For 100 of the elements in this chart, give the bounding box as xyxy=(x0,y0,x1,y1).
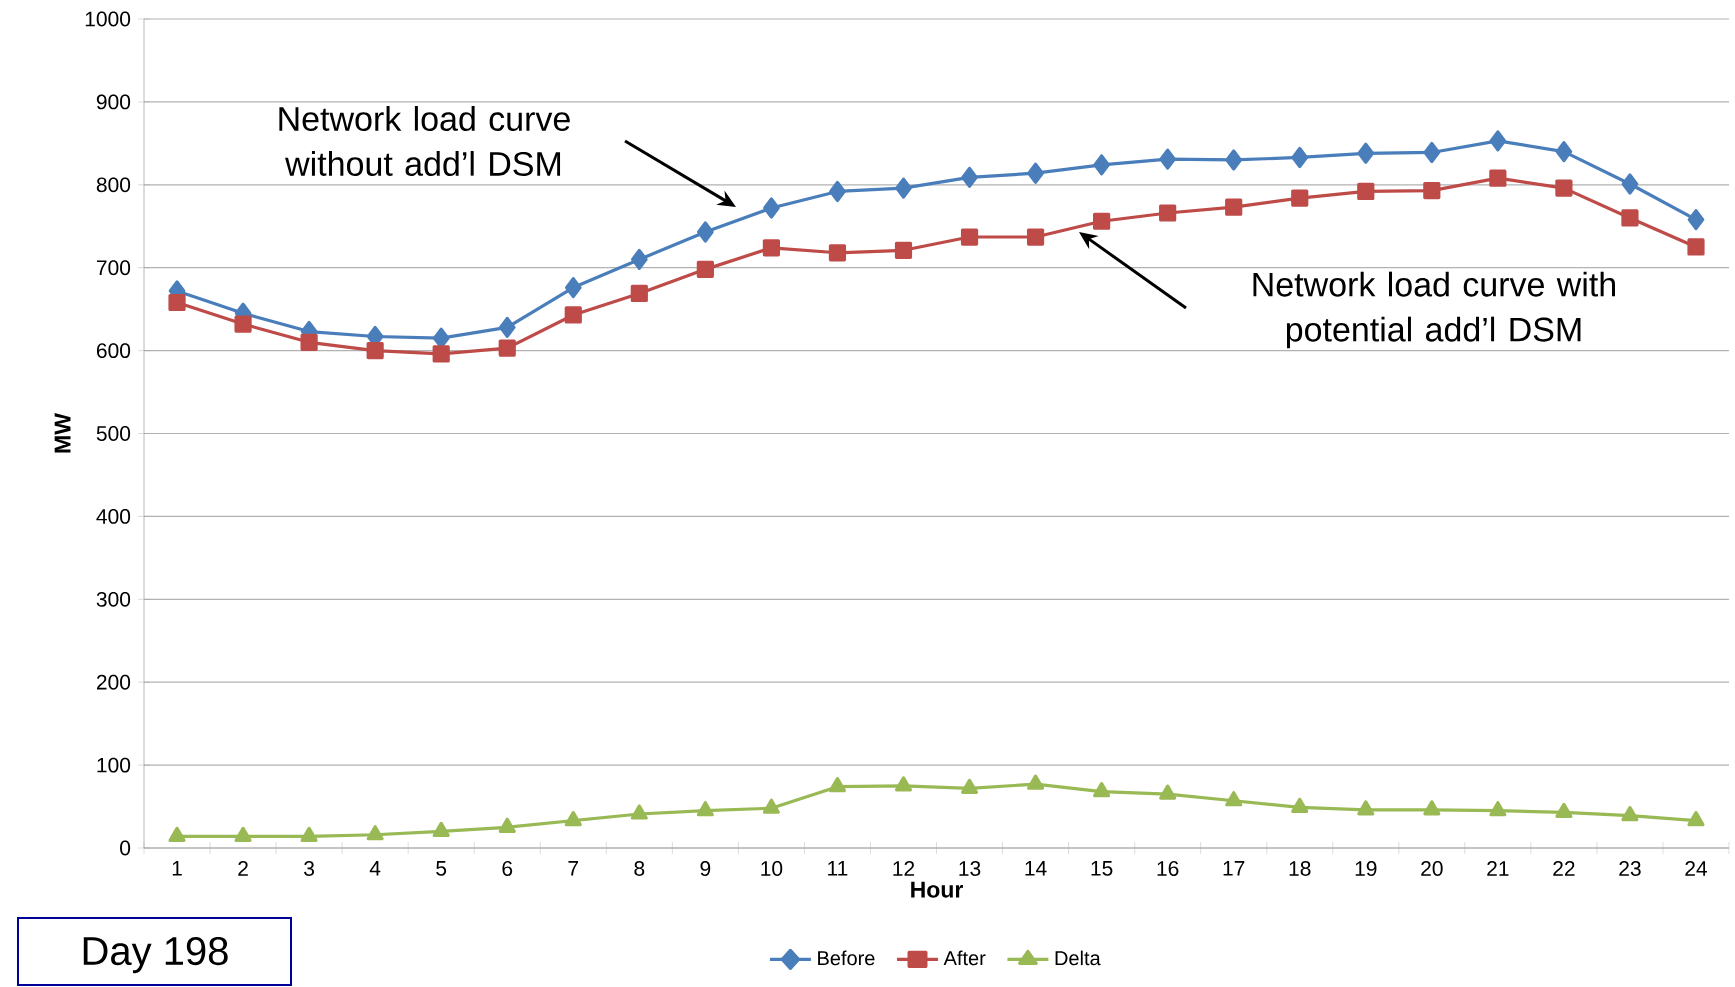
point xyxy=(1687,811,1705,827)
x-tick-label: 14 xyxy=(1025,861,1047,876)
point xyxy=(1225,198,1243,216)
x-tick-label: 1 xyxy=(172,861,182,876)
point xyxy=(894,776,913,792)
point xyxy=(300,826,318,842)
point xyxy=(1159,784,1177,800)
y-tick-label: 600 xyxy=(96,343,131,359)
point xyxy=(300,333,318,351)
x-tick-label: 12 xyxy=(893,861,915,876)
x-tick-label: 2 xyxy=(238,861,248,876)
y-tick-label: 300 xyxy=(96,591,131,607)
point xyxy=(1027,774,1045,790)
point xyxy=(961,778,979,794)
point xyxy=(432,821,450,838)
point xyxy=(498,316,516,338)
x-tick-label: 5 xyxy=(436,861,447,876)
y-tick-label: 800 xyxy=(96,177,131,193)
point xyxy=(1555,802,1573,818)
y-tick-label: 0 xyxy=(120,840,131,856)
point xyxy=(894,241,913,259)
x-tick-label: 15 xyxy=(1091,861,1113,876)
x-tick-label: 20 xyxy=(1421,861,1443,876)
y-tick-label: 100 xyxy=(97,757,131,773)
x-tick-label: 8 xyxy=(634,861,645,876)
y-tick-label: 200 xyxy=(96,674,131,690)
point xyxy=(1621,806,1639,822)
point xyxy=(366,825,384,841)
x-tick-label: 21 xyxy=(1487,861,1509,876)
point xyxy=(1423,800,1441,816)
point xyxy=(762,798,780,814)
x-tick-label: 3 xyxy=(304,861,315,876)
x-tick-label: 23 xyxy=(1619,861,1641,876)
point xyxy=(1621,209,1639,227)
point xyxy=(1225,149,1243,171)
point xyxy=(432,345,450,363)
point xyxy=(1489,801,1507,817)
point xyxy=(1291,189,1309,207)
y-tick-label: 400 xyxy=(96,508,131,524)
point xyxy=(1423,182,1441,200)
point xyxy=(630,804,648,820)
point xyxy=(762,239,780,257)
x-tick-label: 24 xyxy=(1685,861,1708,876)
point xyxy=(696,801,714,817)
point xyxy=(1026,228,1045,246)
point xyxy=(1621,173,1639,195)
point xyxy=(1225,791,1243,807)
point xyxy=(1093,154,1110,176)
text: Day 198 xyxy=(83,936,228,974)
point xyxy=(630,248,648,271)
point xyxy=(1357,142,1375,164)
point xyxy=(960,228,979,246)
point xyxy=(1027,162,1044,184)
y-tick-label: 500 xyxy=(96,426,131,441)
point xyxy=(234,826,252,842)
x-tick-label: 6 xyxy=(502,861,513,876)
point xyxy=(366,342,384,360)
point xyxy=(564,306,582,324)
point xyxy=(630,284,648,302)
point xyxy=(1489,130,1507,152)
point xyxy=(168,826,186,842)
point xyxy=(564,811,582,827)
point xyxy=(1093,782,1111,798)
x-tick-label: 7 xyxy=(568,861,579,876)
point xyxy=(564,276,582,299)
x-tick-label: 22 xyxy=(1553,861,1575,876)
point xyxy=(498,339,516,357)
point xyxy=(1687,209,1705,231)
point xyxy=(1687,238,1705,256)
point xyxy=(895,177,912,199)
x-tick-label: 10 xyxy=(761,861,783,876)
point xyxy=(1489,169,1507,187)
x-tick-label: 11 xyxy=(828,861,848,876)
point xyxy=(696,260,714,278)
legend-label: After xyxy=(943,950,986,966)
legend-label: Before xyxy=(818,950,875,966)
point xyxy=(1423,141,1441,164)
y-tick-label: 700 xyxy=(96,260,131,276)
x-tick-label: 19 xyxy=(1355,861,1377,876)
point xyxy=(1093,212,1111,230)
annotation: Network load curve with potential add’l DSM xyxy=(1253,271,1615,349)
point xyxy=(1159,148,1177,170)
x-tick-label: 9 xyxy=(700,861,711,876)
x-tick-label: 18 xyxy=(1289,861,1311,876)
point xyxy=(828,244,847,262)
point xyxy=(829,180,846,203)
point xyxy=(1291,146,1309,169)
point xyxy=(1357,182,1375,201)
legend-label: Delta xyxy=(1055,950,1101,966)
x-axis-title: Hour xyxy=(911,881,963,898)
point xyxy=(168,293,186,312)
annotation: Network load curve without add’l DSM xyxy=(279,106,570,176)
point xyxy=(961,166,978,188)
y-tick-label: 1000 xyxy=(85,11,131,27)
point xyxy=(697,221,714,243)
x-tick-label: 17 xyxy=(1223,861,1245,876)
x-tick-label: 13 xyxy=(959,861,981,876)
point xyxy=(1159,204,1177,222)
x-tick-label: 4 xyxy=(369,861,381,876)
x-tick-label: 16 xyxy=(1157,861,1179,876)
